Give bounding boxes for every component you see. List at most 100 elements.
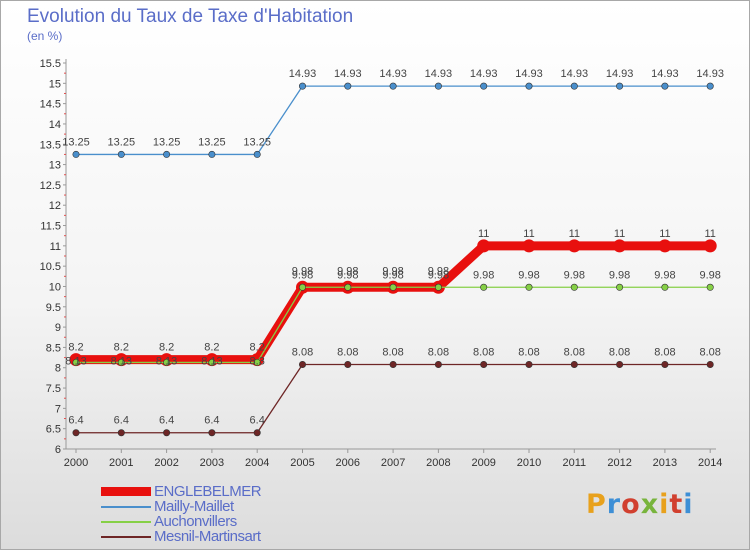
y-tick-label: 6.5 xyxy=(46,424,61,436)
data-point xyxy=(298,360,306,368)
y-tick-label: 12.5 xyxy=(40,180,61,192)
data-label: 9.98 xyxy=(382,269,403,281)
data-point xyxy=(706,283,714,291)
data-label: 13.25 xyxy=(153,136,181,148)
legend: ENGLEBELMER Mailly-Maillet Auchonvillers Me… xyxy=(101,483,262,545)
data-label: 14.93 xyxy=(561,68,589,80)
data-point xyxy=(72,358,80,366)
data-point xyxy=(480,82,488,90)
data-label: 14.93 xyxy=(651,68,679,80)
data-point xyxy=(389,82,397,90)
data-label: 8.2 xyxy=(68,342,83,354)
data-point xyxy=(706,360,714,368)
legend-label: Mesnil-Martinsart xyxy=(154,528,261,545)
y-tick-label: 7.5 xyxy=(46,383,61,395)
y-tick-label: 11 xyxy=(50,241,61,253)
data-label: 8.2 xyxy=(204,342,219,354)
legend-item: Mesnil-Martinsart xyxy=(101,528,261,545)
legend-swatch xyxy=(101,520,151,523)
y-tick-label: 14 xyxy=(49,119,61,131)
data-label: 8.2 xyxy=(250,342,265,354)
data-label: 11 xyxy=(478,228,489,240)
data-point xyxy=(522,239,536,253)
data-point xyxy=(163,429,171,437)
data-point xyxy=(389,360,397,368)
data-label: 9.98 xyxy=(382,265,403,277)
data-point xyxy=(525,82,533,90)
data-label: 8.08 xyxy=(609,346,630,358)
data-point xyxy=(480,283,488,291)
data-point xyxy=(661,360,669,368)
data-point xyxy=(163,150,171,158)
data-label: 8.13 xyxy=(111,355,132,367)
legend-swatch xyxy=(101,535,151,538)
data-label: 9.98 xyxy=(518,269,539,281)
data-label: 14.93 xyxy=(606,68,634,80)
data-label: 9.98 xyxy=(564,269,585,281)
data-point xyxy=(298,283,306,291)
data-label: 8.13 xyxy=(65,355,86,367)
data-point xyxy=(480,360,488,368)
data-label: 9.98 xyxy=(609,269,630,281)
data-point xyxy=(616,283,624,291)
y-tick-label: 15.5 xyxy=(40,58,61,70)
data-point xyxy=(208,150,216,158)
unit-label: (en %) xyxy=(27,29,63,43)
legend-swatch xyxy=(101,487,151,496)
data-point xyxy=(570,283,578,291)
x-tick-label: 2002 xyxy=(154,457,178,469)
data-point xyxy=(613,239,627,253)
data-point xyxy=(163,358,171,366)
data-point xyxy=(253,429,261,437)
data-point xyxy=(344,360,352,368)
y-tick-label: 12 xyxy=(49,200,61,212)
x-tick-label: 2012 xyxy=(607,457,631,469)
data-point xyxy=(477,239,491,253)
line-chart: 6 6.5 7 7.5 8 8.5 9 9.5 10 10.5 11 11.5 12 12.5 13 13.5… xyxy=(40,58,724,469)
data-point xyxy=(658,239,672,253)
x-tick-label: 2014 xyxy=(698,457,722,469)
data-point xyxy=(117,429,125,437)
data-point xyxy=(117,150,125,158)
data-label: 8.3 xyxy=(250,355,265,367)
data-label: 13.25 xyxy=(198,136,226,148)
data-point xyxy=(567,239,581,253)
data-point xyxy=(706,82,714,90)
data-label: 14.93 xyxy=(289,68,317,80)
data-label: 9.98 xyxy=(337,265,358,277)
data-label: 13.25 xyxy=(243,136,271,148)
data-label: 13.25 xyxy=(108,136,136,148)
data-point xyxy=(208,358,216,366)
y-tick-label: 8.5 xyxy=(46,342,61,354)
chart-title: Evolution du Taux de Taxe d'Habitation xyxy=(27,6,354,27)
x-tick-label: 2000 xyxy=(64,457,88,469)
x-tick-label: 2004 xyxy=(245,457,269,469)
data-label: 6.4 xyxy=(159,415,174,427)
y-tick-label: 15 xyxy=(49,78,61,90)
data-label: 11 xyxy=(569,228,580,240)
legend-item: ENGLEBELMER xyxy=(101,483,262,500)
legend-item: Auchonvillers xyxy=(101,513,261,530)
y-tick-label: 10 xyxy=(49,281,61,293)
x-tick-label: 2009 xyxy=(471,457,495,469)
data-label: 8.08 xyxy=(654,346,675,358)
data-point xyxy=(570,82,578,90)
data-label: 9.98 xyxy=(337,269,358,281)
data-label: 8.08 xyxy=(428,346,449,358)
legend-label: Mailly-Maillet xyxy=(154,498,234,515)
data-label: 6.4 xyxy=(68,415,83,427)
data-label: 13.25 xyxy=(62,136,90,148)
y-tick-label: 13 xyxy=(49,160,61,172)
data-label: 9.98 xyxy=(654,269,675,281)
y-tick-label: 9.5 xyxy=(46,302,61,314)
data-label: 9.98 xyxy=(699,269,720,281)
data-label: 14.93 xyxy=(696,68,724,80)
data-point xyxy=(434,360,442,368)
data-label: 8.2 xyxy=(159,342,174,354)
data-point xyxy=(703,239,717,253)
data-point xyxy=(253,150,261,158)
data-point xyxy=(525,283,533,291)
data-label: 8.13 xyxy=(156,355,177,367)
data-label: 6.4 xyxy=(250,415,265,427)
